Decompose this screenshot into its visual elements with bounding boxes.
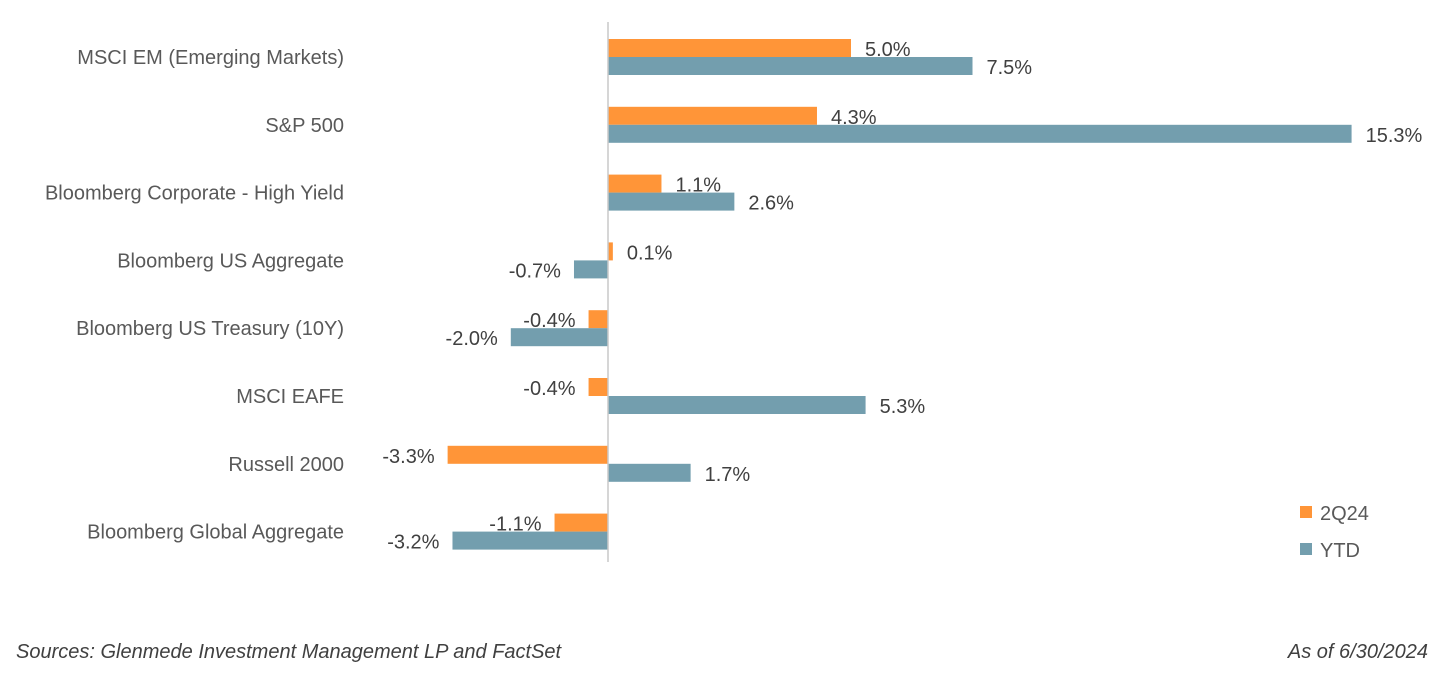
bar-2q24-3 <box>608 242 613 261</box>
bar-chart: MSCI EM (Emerging Markets) 5.0% 7.5% S&P 50… <box>45 22 1423 562</box>
bar-2q24-2 <box>608 174 662 193</box>
data-label: -0.4% <box>523 378 575 400</box>
bar-ytd-0 <box>608 57 973 75</box>
data-label: 15.3% <box>1366 125 1423 147</box>
bar-2q24-0 <box>608 39 851 57</box>
data-label: 2.6% <box>748 193 794 215</box>
category-label: Bloomberg US Treasury (10Y) <box>76 318 344 340</box>
data-label: 5.3% <box>880 396 926 418</box>
data-label: -1.1% <box>489 514 541 536</box>
bar-ytd-2 <box>608 192 735 211</box>
bar-ytd-7 <box>452 531 608 550</box>
legend-swatch-ytd <box>1300 543 1312 555</box>
bar-ytd-1 <box>608 124 1352 143</box>
bar-ytd-3 <box>573 260 608 279</box>
bar-ytd-4 <box>510 328 608 347</box>
category-label: Bloomberg Global Aggregate <box>87 522 344 544</box>
category-label: Bloomberg US Aggregate <box>117 250 344 272</box>
bar-ytd-6 <box>608 463 691 482</box>
data-label: 7.5% <box>987 57 1033 79</box>
data-label: -2.0% <box>446 328 498 350</box>
legend-label-ytd: YTD <box>1320 540 1360 562</box>
data-label: -0.4% <box>523 310 575 332</box>
bar-2q24-7 <box>554 513 608 532</box>
data-label: 1.7% <box>705 464 751 486</box>
data-label: -0.7% <box>509 260 561 282</box>
data-label: -3.3% <box>382 446 434 468</box>
source-note: Sources: Glenmede Investment Management … <box>16 641 562 663</box>
data-label: 4.3% <box>831 107 877 129</box>
bar-2q24-1 <box>608 106 817 125</box>
legend-label-2q24: 2Q24 <box>1320 503 1369 525</box>
data-label: 1.1% <box>675 175 721 197</box>
bars-group <box>447 39 1352 550</box>
category-label: MSCI EM (Emerging Markets) <box>77 47 344 69</box>
category-label: S&P 500 <box>265 115 344 137</box>
as-of-date: As of 6/30/2024 <box>1287 641 1428 663</box>
data-label: 5.0% <box>865 39 911 61</box>
category-label: Bloomberg Corporate - High Yield <box>45 183 344 205</box>
bar-2q24-6 <box>447 445 608 464</box>
category-label: MSCI EAFE <box>236 386 344 408</box>
legend-swatch-2q24 <box>1300 506 1312 518</box>
bar-ytd-5 <box>608 396 866 414</box>
legend: 2Q24 YTD <box>1300 503 1369 562</box>
bar-2q24-5 <box>588 378 608 396</box>
data-label: -3.2% <box>387 532 439 554</box>
bar-2q24-4 <box>588 310 608 329</box>
data-label: 0.1% <box>627 242 673 264</box>
category-label: Russell 2000 <box>228 454 344 476</box>
labels-group: MSCI EM (Emerging Markets) 5.0% 7.5% S&P 50… <box>45 39 1423 554</box>
